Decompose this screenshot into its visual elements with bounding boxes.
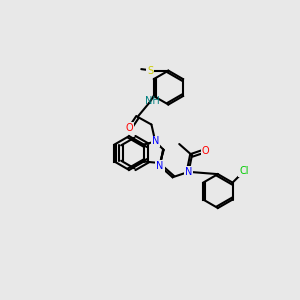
Text: Cl: Cl — [239, 166, 249, 176]
Text: NH: NH — [145, 96, 160, 106]
Text: S: S — [147, 66, 153, 76]
Text: N: N — [152, 136, 159, 146]
Text: O: O — [202, 146, 209, 156]
Text: N: N — [156, 161, 164, 171]
Text: O: O — [125, 123, 133, 134]
Text: N: N — [185, 167, 192, 177]
